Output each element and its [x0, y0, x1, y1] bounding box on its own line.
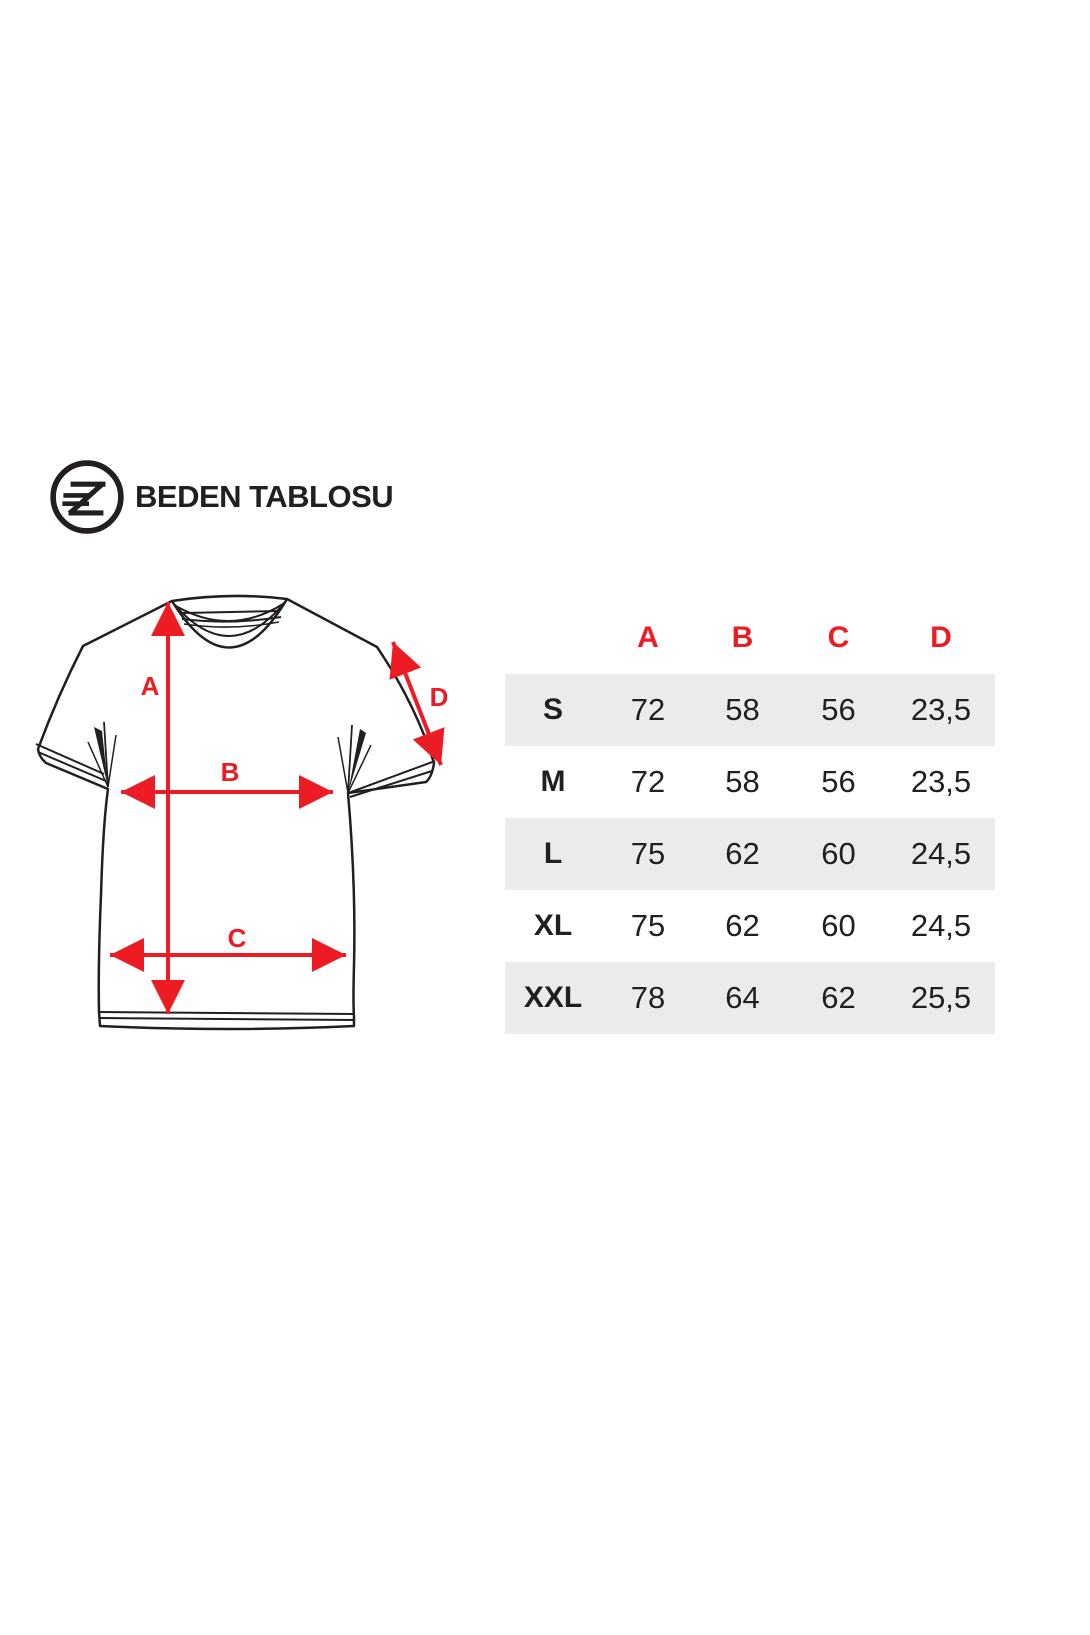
table-row-m: M 72 58 56 23,5 — [505, 746, 995, 818]
size-label: XXL — [523, 981, 583, 1014]
value-b: 64 — [725, 980, 760, 1015]
value-b: 58 — [725, 764, 760, 799]
value-a: 75 — [630, 836, 666, 871]
measure-label-b: B — [221, 757, 240, 787]
table-row-l: L 75 62 60 24,5 — [505, 818, 995, 890]
size-table-header-row: A B C D — [505, 602, 995, 674]
brand-header: BEDEN TABLOSU — [48, 458, 394, 536]
value-c: 56 — [821, 692, 856, 727]
measure-label-c: C — [228, 923, 247, 953]
header-corner-cell — [505, 602, 601, 674]
value-d: 23,5 — [910, 692, 972, 727]
tshirt-outline — [35, 594, 436, 1031]
tshirt-measurement-diagram: A B C D — [35, 594, 449, 1031]
value-d: 25,5 — [910, 980, 972, 1015]
value-d: 24,5 — [910, 836, 972, 871]
size-label: M — [540, 765, 566, 798]
value-c: 62 — [821, 980, 856, 1015]
column-header-b: B — [731, 621, 754, 654]
table-row-s: S 72 58 56 23,5 — [505, 674, 995, 746]
measure-arrow-d — [389, 641, 445, 766]
column-header-d: D — [930, 621, 952, 654]
column-header-a: A — [637, 621, 659, 654]
value-b: 58 — [725, 692, 760, 727]
table-row-xl: XL 75 62 60 24,5 — [505, 890, 995, 962]
value-a: 78 — [630, 980, 666, 1015]
value-d: 24,5 — [910, 908, 972, 943]
column-header-c: C — [827, 621, 850, 654]
z-strikethrough-logo-icon — [50, 460, 124, 534]
value-a: 72 — [630, 764, 666, 799]
value-d: 23,5 — [910, 764, 972, 799]
value-c: 56 — [821, 764, 856, 799]
value-c: 60 — [821, 836, 856, 871]
value-b: 62 — [725, 836, 760, 871]
page-title: BEDEN TABLOSU — [135, 479, 394, 514]
table-row-xxl: XXL 78 64 62 25,5 — [505, 962, 995, 1034]
measure-label-a: A — [141, 671, 160, 701]
value-a: 75 — [630, 908, 666, 943]
value-b: 62 — [725, 908, 760, 943]
size-label: XL — [533, 909, 573, 942]
size-table: A B C D S 72 58 56 23,5 M 72 58 56 23,5 … — [505, 602, 995, 1034]
size-label: S — [542, 693, 563, 726]
value-c: 60 — [821, 908, 856, 943]
size-label: L — [543, 837, 563, 870]
value-a: 72 — [630, 692, 666, 727]
measure-label-d: D — [430, 682, 449, 712]
